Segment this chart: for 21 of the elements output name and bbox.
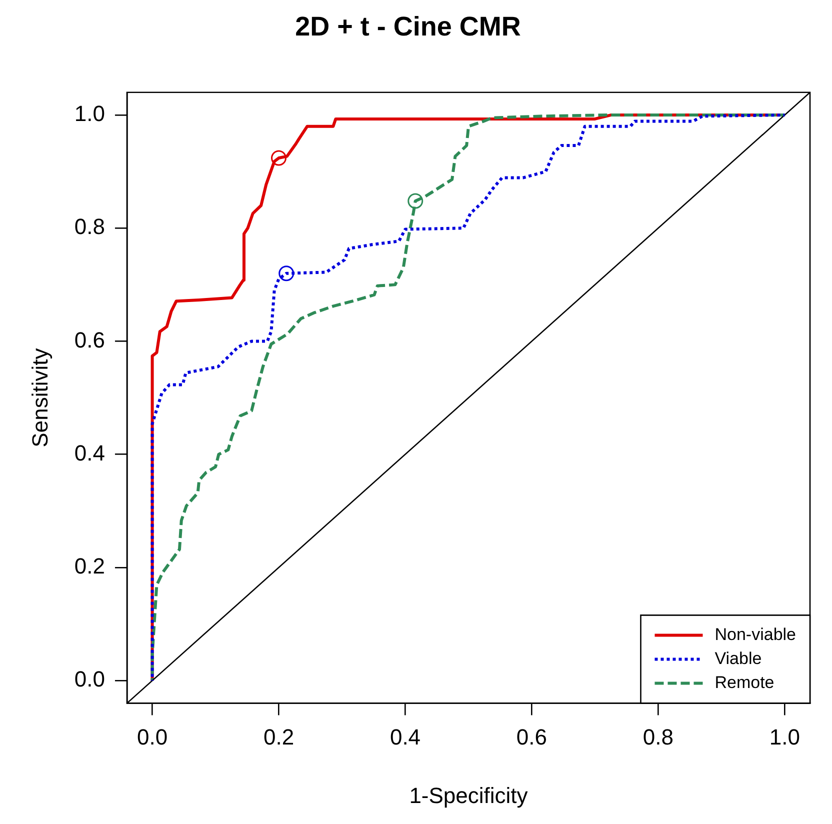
legend-label: Remote [714, 672, 774, 692]
y-tick-label: 1.0 [74, 101, 105, 126]
y-tick-label: 0.2 [74, 554, 105, 579]
x-tick-label: 0.4 [390, 724, 421, 750]
x-tick-label: 0.2 [263, 724, 294, 750]
y-tick-label: 0.6 [74, 327, 105, 352]
y-tick-label: 0.0 [74, 666, 105, 692]
x-axis-title: 1-Specificity [409, 782, 528, 808]
x-tick-label: 0.0 [136, 724, 168, 750]
point [278, 266, 294, 282]
y-tick-label: 0.8 [74, 214, 105, 240]
x-tick-label: 0.8 [642, 724, 674, 750]
legend-label: Non-viable [714, 624, 796, 644]
point [271, 150, 287, 166]
x-tick-label: 1.0 [769, 724, 800, 750]
chart-title: 2D + t - Cine CMR [295, 12, 521, 42]
point [408, 193, 424, 209]
y-axis-title: Sensitivity [27, 348, 52, 448]
legend-label: Viable [714, 648, 762, 668]
x-tick-label: 0.6 [516, 724, 548, 750]
y-tick-label: 0.4 [74, 440, 105, 466]
